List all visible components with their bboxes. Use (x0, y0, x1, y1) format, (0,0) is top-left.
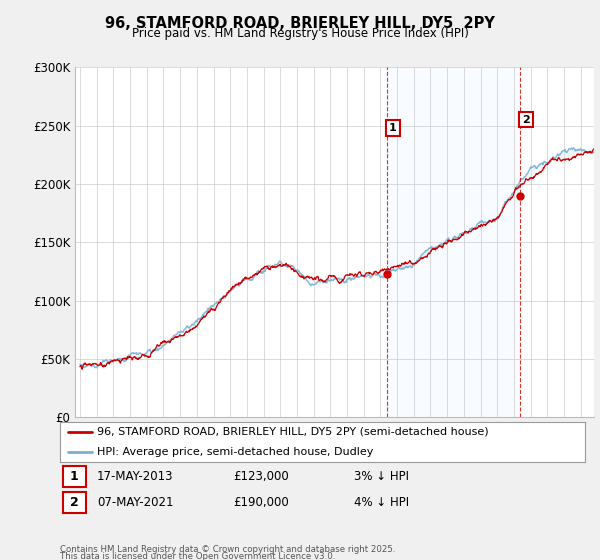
Text: 3% ↓ HPI: 3% ↓ HPI (354, 470, 409, 483)
FancyBboxPatch shape (62, 492, 86, 513)
FancyBboxPatch shape (62, 466, 86, 487)
Text: HPI: Average price, semi-detached house, Dudley: HPI: Average price, semi-detached house,… (97, 447, 373, 457)
Text: Price paid vs. HM Land Registry's House Price Index (HPI): Price paid vs. HM Land Registry's House … (131, 27, 469, 40)
Text: 17-MAY-2013: 17-MAY-2013 (97, 470, 173, 483)
Text: 4% ↓ HPI: 4% ↓ HPI (354, 496, 409, 509)
Text: 2: 2 (522, 115, 530, 125)
Text: £190,000: £190,000 (233, 496, 289, 509)
Text: This data is licensed under the Open Government Licence v3.0.: This data is licensed under the Open Gov… (60, 552, 335, 560)
Text: 96, STAMFORD ROAD, BRIERLEY HILL, DY5 2PY (semi-detached house): 96, STAMFORD ROAD, BRIERLEY HILL, DY5 2P… (97, 427, 488, 437)
Text: Contains HM Land Registry data © Crown copyright and database right 2025.: Contains HM Land Registry data © Crown c… (60, 545, 395, 554)
Text: 96, STAMFORD ROAD, BRIERLEY HILL, DY5  2PY: 96, STAMFORD ROAD, BRIERLEY HILL, DY5 2P… (105, 16, 495, 31)
Text: 2: 2 (70, 496, 79, 509)
Text: 1: 1 (389, 123, 397, 133)
Text: 1: 1 (70, 470, 79, 483)
Text: 07-MAY-2021: 07-MAY-2021 (97, 496, 173, 509)
Text: £123,000: £123,000 (233, 470, 289, 483)
